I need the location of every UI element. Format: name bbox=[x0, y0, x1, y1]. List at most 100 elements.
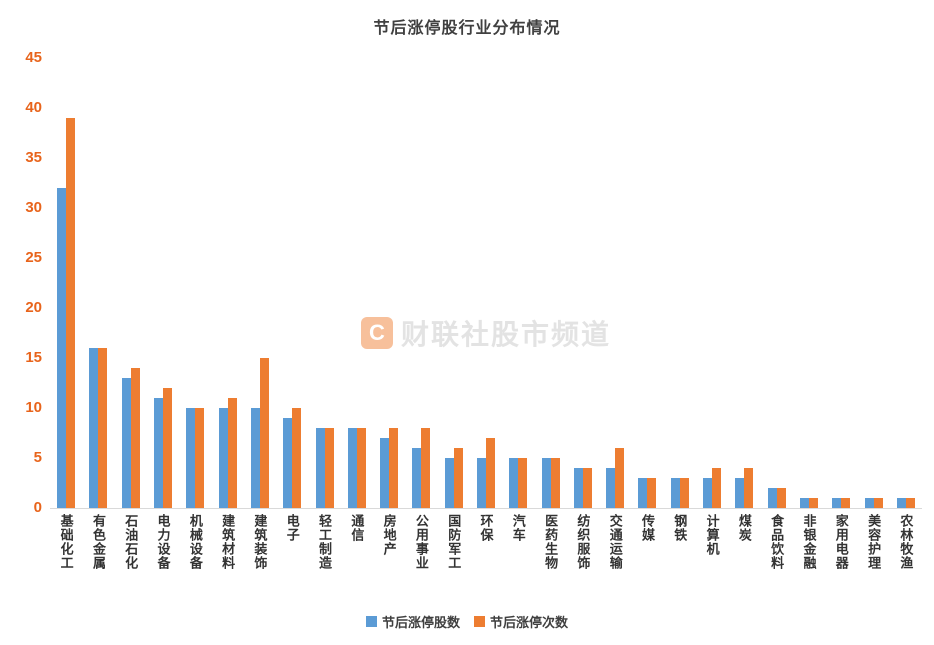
bar-group: 农林牧渔 bbox=[890, 58, 922, 614]
bar-节后涨停股数 bbox=[283, 418, 293, 508]
bar-pair bbox=[670, 58, 689, 508]
bar-节后涨停股数 bbox=[315, 428, 325, 508]
bar-节后涨停股数 bbox=[832, 498, 842, 508]
bar-group: 钢铁 bbox=[664, 58, 696, 614]
bar-group: 交通运输 bbox=[599, 58, 631, 614]
category-label: 美容护理 bbox=[866, 514, 882, 570]
bar-节后涨停次数 bbox=[679, 478, 689, 508]
bar-节后涨停次数 bbox=[582, 468, 592, 508]
bar-节后涨停股数 bbox=[121, 378, 131, 508]
bar-group: 电力设备 bbox=[147, 58, 179, 614]
category-label: 医药生物 bbox=[543, 514, 559, 570]
bar-节后涨停次数 bbox=[615, 448, 625, 508]
y-tick-label: 35 bbox=[25, 149, 42, 166]
category-label: 轻工制造 bbox=[317, 514, 333, 570]
category-label: 电力设备 bbox=[155, 514, 171, 570]
bar-节后涨停股数 bbox=[509, 458, 519, 508]
category-label: 建筑装饰 bbox=[252, 514, 268, 570]
category-label: 纺织服饰 bbox=[575, 514, 591, 570]
bar-节后涨停股数 bbox=[57, 188, 67, 508]
bar-group: 通信 bbox=[341, 58, 373, 614]
bar-节后涨停股数 bbox=[412, 448, 422, 508]
y-tick-label: 45 bbox=[25, 49, 42, 66]
bar-group: 家用电器 bbox=[825, 58, 857, 614]
y-tick-label: 15 bbox=[25, 349, 42, 366]
bar-节后涨停股数 bbox=[218, 408, 228, 508]
bar-节后涨停次数 bbox=[841, 498, 851, 508]
bar-pair bbox=[767, 58, 786, 508]
legend-item: 节后涨停次数 bbox=[474, 612, 568, 631]
bar-节后涨停股数 bbox=[735, 478, 745, 508]
bar-节后涨停次数 bbox=[66, 118, 76, 508]
bar-节后涨停次数 bbox=[324, 428, 334, 508]
x-axis-line bbox=[50, 508, 922, 509]
bar-pair bbox=[541, 58, 560, 508]
bar-节后涨停股数 bbox=[444, 458, 454, 508]
bar-节后涨停股数 bbox=[606, 468, 616, 508]
bar-pair bbox=[315, 58, 334, 508]
bar-节后涨停次数 bbox=[421, 428, 431, 508]
bar-节后涨停次数 bbox=[292, 408, 302, 508]
bar-pair bbox=[832, 58, 851, 508]
bar-group: 建筑装饰 bbox=[244, 58, 276, 614]
bar-group: 汽车 bbox=[502, 58, 534, 614]
bar-pair bbox=[283, 58, 302, 508]
bar-pair bbox=[864, 58, 883, 508]
bar-group: 公用事业 bbox=[405, 58, 437, 614]
category-label: 国防军工 bbox=[446, 514, 462, 570]
bar-group: 建筑材料 bbox=[211, 58, 243, 614]
bar-节后涨停股数 bbox=[380, 438, 390, 508]
bar-group: 医药生物 bbox=[534, 58, 566, 614]
bar-pair bbox=[735, 58, 754, 508]
bar-节后涨停股数 bbox=[864, 498, 874, 508]
bar-节后涨停股数 bbox=[477, 458, 486, 508]
bar-节后涨停股数 bbox=[347, 428, 357, 508]
bar-group: 计算机 bbox=[696, 58, 728, 614]
bar-节后涨停股数 bbox=[638, 478, 648, 508]
legend: 节后涨停股数 节后涨停次数 bbox=[0, 612, 934, 631]
bar-节后涨停股数 bbox=[799, 498, 809, 508]
bar-节后涨停次数 bbox=[389, 428, 399, 508]
category-label: 建筑材料 bbox=[220, 514, 236, 570]
bar-pair bbox=[121, 58, 140, 508]
bar-group: 基础化工 bbox=[50, 58, 82, 614]
bar-节后涨停次数 bbox=[905, 498, 915, 508]
bars-container: 基础化工 有色金属 石油石化 电力设备 机械设备 建筑材料 建筑装饰 电子 轻工制造 通信 房地产公… bbox=[50, 58, 922, 618]
category-label: 通信 bbox=[349, 514, 365, 542]
bar-节后涨停股数 bbox=[250, 408, 260, 508]
bar-节后涨停股数 bbox=[186, 408, 196, 508]
bar-节后涨停股数 bbox=[89, 348, 99, 508]
category-label: 基础化工 bbox=[58, 514, 74, 570]
bar-节后涨停次数 bbox=[195, 408, 205, 508]
bar-节后涨停次数 bbox=[776, 488, 786, 508]
category-label: 有色金属 bbox=[90, 514, 106, 570]
bar-group: 房地产 bbox=[373, 58, 405, 614]
bar-节后涨停次数 bbox=[163, 388, 173, 508]
bar-pair bbox=[412, 58, 431, 508]
bar-pair bbox=[573, 58, 592, 508]
y-tick-label: 30 bbox=[25, 199, 42, 216]
bar-pair bbox=[380, 58, 399, 508]
bar-group: 国防军工 bbox=[438, 58, 470, 614]
bar-pair bbox=[218, 58, 237, 508]
bar-group: 石油石化 bbox=[115, 58, 147, 614]
bar-pair bbox=[477, 58, 495, 508]
bar-节后涨停次数 bbox=[808, 498, 818, 508]
bar-pair bbox=[154, 58, 173, 508]
bar-pair bbox=[509, 58, 528, 508]
plot-area: C 财联社股市频道 基础化工 有色金属 石油石化 电力设备 机械设备 建筑材料 建筑装饰 电子… bbox=[50, 58, 922, 618]
category-label: 电子 bbox=[284, 514, 300, 542]
bar-pair bbox=[57, 58, 76, 508]
bar-节后涨停股数 bbox=[767, 488, 777, 508]
category-label: 环保 bbox=[478, 514, 494, 542]
bar-节后涨停股数 bbox=[573, 468, 583, 508]
legend-swatch-icon bbox=[474, 616, 485, 627]
bar-pair bbox=[186, 58, 205, 508]
bar-pair bbox=[250, 58, 269, 508]
bar-group: 传媒 bbox=[631, 58, 663, 614]
bar-节后涨停次数 bbox=[356, 428, 366, 508]
bar-节后涨停股数 bbox=[703, 478, 713, 508]
y-tick-label: 10 bbox=[25, 399, 42, 416]
bar-group: 环保 bbox=[470, 58, 502, 614]
